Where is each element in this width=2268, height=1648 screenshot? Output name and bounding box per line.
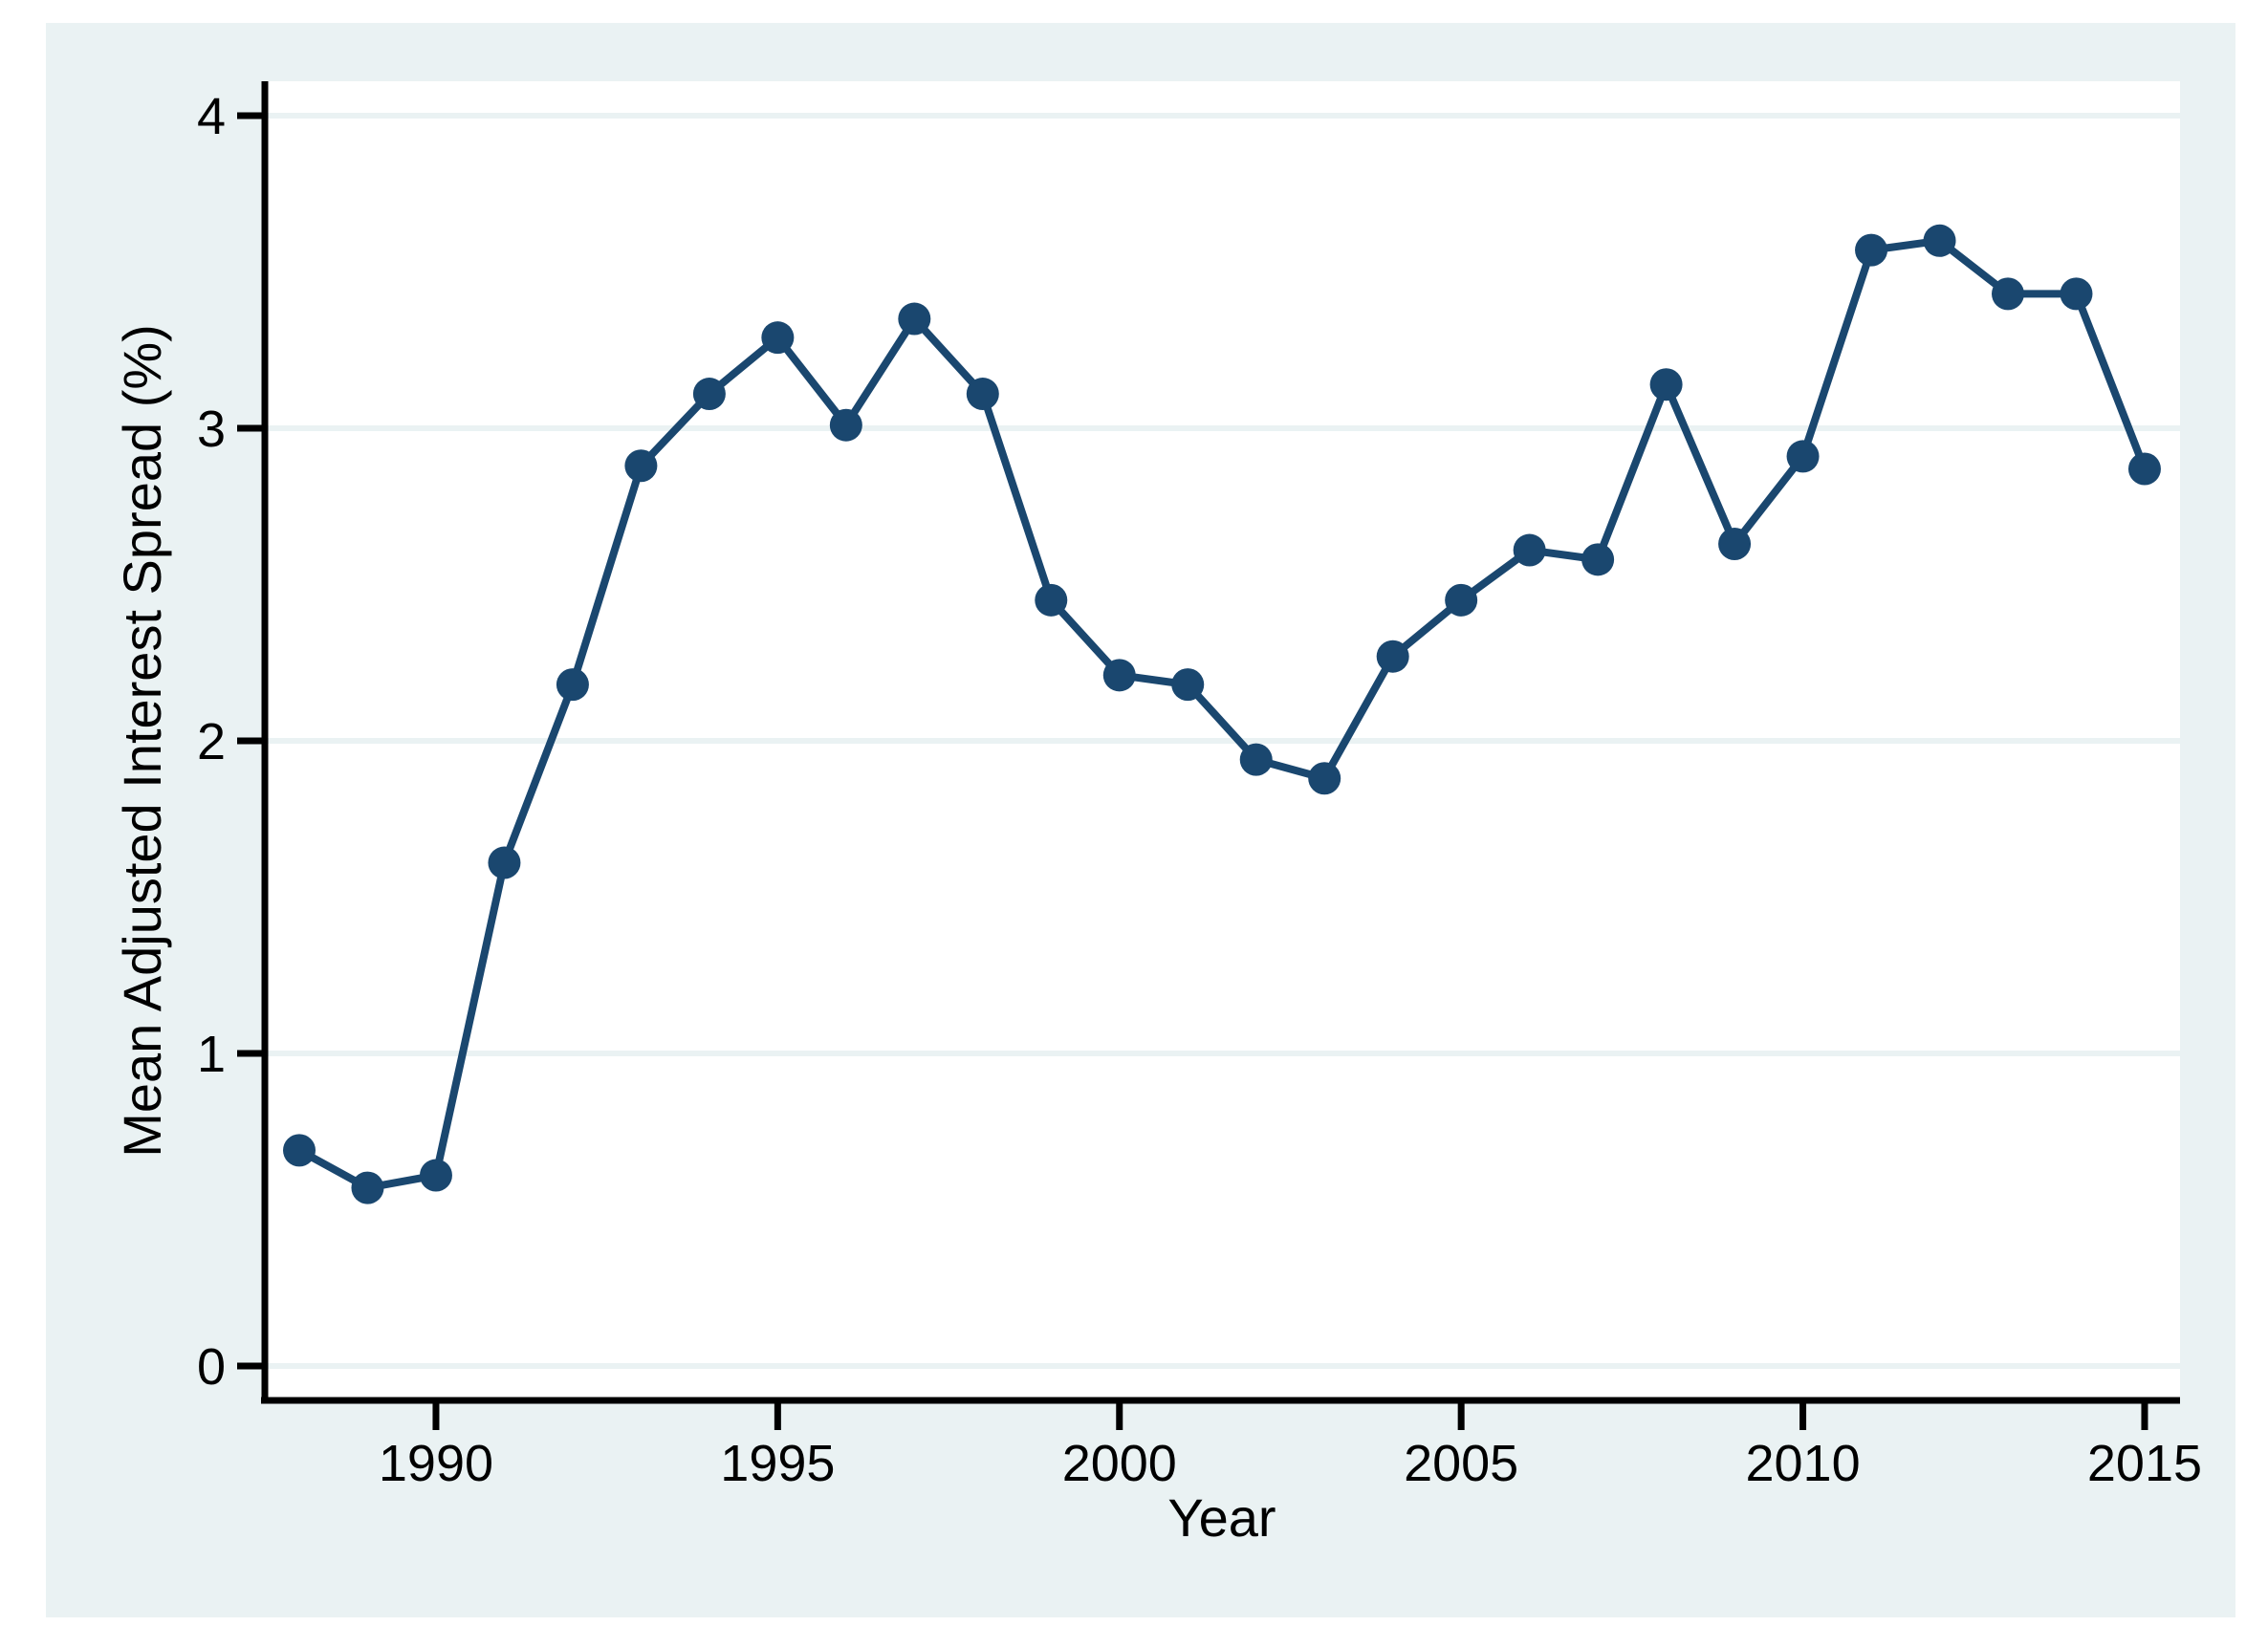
data-point-2005: [1445, 583, 1478, 617]
x-tick-label: 2000: [1062, 1435, 1177, 1492]
x-tick-label: 2015: [2087, 1435, 2202, 1492]
x-tick-label: 1995: [720, 1435, 835, 1492]
data-point-2013: [1992, 277, 2024, 311]
data-point-1989: [351, 1171, 384, 1204]
data-point-1994: [692, 378, 726, 411]
data-point-2012: [1923, 224, 1956, 257]
gridlines: [265, 113, 2180, 1369]
data-point-1992: [556, 668, 589, 702]
data-series: [283, 224, 2161, 1204]
y-axis-ticks: 0 1 2 3 4: [197, 88, 265, 1396]
y-axis-title: Mean Adjusted Interest Spread (%): [112, 324, 172, 1158]
data-point-2010: [1786, 440, 1820, 473]
y-tick-label: 4: [197, 88, 226, 145]
data-point-2011: [1855, 233, 1888, 267]
data-point-1991: [488, 846, 521, 879]
data-point-1993: [624, 449, 658, 483]
data-point-2006: [1513, 533, 1546, 567]
data-point-2009: [1718, 527, 1752, 560]
data-point-2003: [1308, 762, 1341, 795]
data-point-1998: [966, 378, 999, 411]
data-point-1996: [829, 408, 862, 442]
y-tick-label: 1: [197, 1026, 226, 1083]
data-point-2001: [1171, 668, 1205, 702]
x-tick-label: 2010: [1745, 1435, 1860, 1492]
data-point-1990: [419, 1159, 452, 1192]
y-tick-label: 3: [197, 401, 226, 458]
x-axis-title: Year: [1167, 1487, 1276, 1548]
data-point-2015: [2127, 452, 2161, 486]
series-line: [295, 236, 2148, 1192]
data-point-2000: [1102, 659, 1136, 692]
x-tick-label: 2005: [1404, 1435, 1518, 1492]
data-point-2014: [2060, 277, 2093, 311]
data-point-2007: [1581, 543, 1615, 576]
x-tick-label: 1990: [379, 1435, 493, 1492]
data-point-1988: [283, 1134, 316, 1167]
data-point-1995: [761, 321, 795, 355]
y-tick-label: 2: [197, 713, 226, 770]
x-axis-ticks: 1990 1995 2000 2005 2010 2015: [379, 1400, 2202, 1492]
data-point-2008: [1649, 368, 1683, 401]
y-tick-label: 0: [197, 1338, 226, 1396]
data-point-1997: [898, 302, 931, 336]
data-point-1999: [1035, 583, 1068, 617]
data-point-2002: [1239, 743, 1273, 776]
data-point-2004: [1376, 640, 1409, 673]
